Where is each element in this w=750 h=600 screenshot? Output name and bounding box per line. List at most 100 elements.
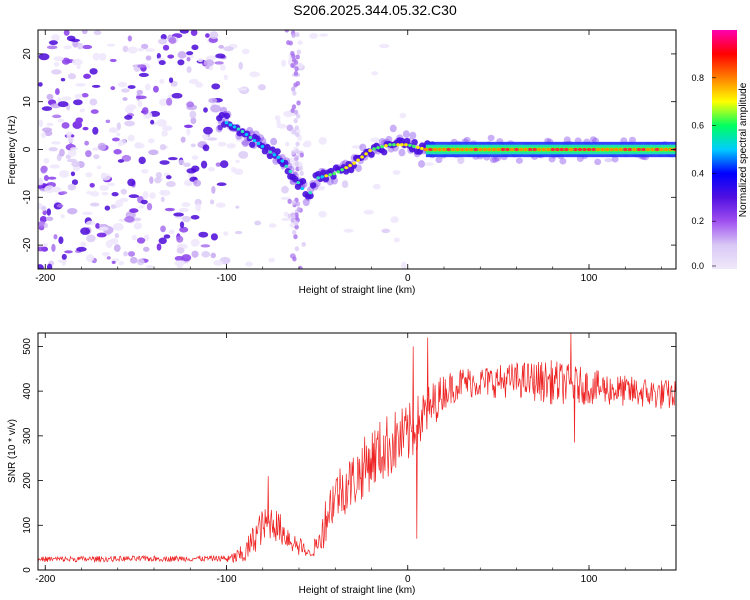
spectrogram-cell (76, 246, 87, 252)
spectrogram-cell (51, 243, 56, 252)
spectrogram-cell (127, 178, 136, 187)
spectrogram-cell (219, 160, 229, 168)
spectrogram-cell (113, 149, 122, 155)
spectrogram-cell (176, 262, 184, 269)
spectrogram-cell (108, 127, 119, 133)
ridge-halo-cell (629, 136, 636, 144)
ridge-halo-cell (463, 136, 471, 144)
spectrogram-cell (291, 200, 297, 206)
spectrogram-cell (127, 46, 138, 54)
spectrogram-cell (122, 97, 128, 101)
spectrogram-cell (319, 33, 329, 37)
spectrogram-cell (153, 85, 159, 93)
ridge-core-cell (274, 148, 281, 155)
spectrogram-cell (292, 256, 297, 262)
spectrogram-cell (290, 108, 295, 114)
ridge-peak-cell (441, 147, 447, 152)
spectrogram-cell (171, 92, 183, 99)
spectrogram-cell (148, 138, 155, 144)
spectrogram-cell (292, 229, 297, 235)
spectrogram-cell (140, 199, 148, 205)
spectrogram-cell (41, 205, 47, 212)
spectrogram-cell (99, 226, 109, 231)
ridge-peak-cell (455, 147, 460, 152)
spectrogram-cell (268, 257, 276, 263)
spectrogram-cell (137, 100, 143, 108)
spectrogram-cell (71, 179, 79, 186)
spectrogram-cell (284, 30, 290, 33)
spectrogram-cell (156, 52, 161, 60)
ridge-core-cell (307, 192, 314, 200)
spectrogram-cell (106, 43, 116, 47)
spectrogram-cell (110, 204, 117, 209)
ridge-bright-cell (288, 169, 293, 174)
spectrogram-cell (401, 261, 407, 269)
spectrogram-cell (215, 53, 226, 59)
spectrogram-cell (168, 37, 177, 44)
spectrogram-cell (294, 125, 300, 131)
spectrogram-cell (392, 170, 401, 175)
spectrogram-cell (235, 137, 247, 142)
spectrogram-cell (145, 55, 152, 61)
spectrogram-cell (121, 154, 132, 162)
spectrogram-cell (213, 259, 224, 266)
spectrogram-y-label: Frequency (Hz) (7, 116, 18, 185)
y-tick-label: -10 (22, 190, 33, 205)
spectrogram-cell (82, 126, 89, 131)
ridge-halo-cell (594, 158, 602, 166)
ridge-bright-cell (404, 143, 408, 147)
ridge-peak-cell (487, 147, 492, 152)
ridge-bright-cell (328, 173, 332, 177)
ridge-peak-cell (518, 147, 524, 152)
spectrogram-cell (142, 190, 149, 199)
ridge-peak-cell (582, 147, 587, 152)
spectrogram-cell (369, 137, 381, 143)
x-tick-label: -100 (216, 273, 236, 284)
spectrogram-cell (280, 196, 291, 200)
ridge-bright-cell (336, 170, 340, 174)
ridge-peak-cell (586, 147, 592, 152)
ridge-peak-cell (432, 147, 438, 152)
spectrogram-cell (294, 246, 300, 252)
spectrogram-cell (294, 161, 300, 167)
spectrogram-cell (161, 129, 168, 137)
spectrogram-cell (70, 38, 81, 43)
colorbar-ticks: 0.0 0.2 0.4 0.6 0.8 (691, 73, 716, 271)
spectrogram-cell (111, 192, 119, 197)
spectrogram-cell (190, 143, 196, 148)
ridge-peak-cell (491, 147, 497, 152)
y-tick-label: 300 (22, 427, 33, 444)
spectrogram-cell (49, 164, 60, 169)
spectrogram-cell (98, 53, 107, 61)
spectrogram-cell (81, 30, 88, 35)
spectrogram-cell (181, 254, 192, 262)
spectrogram-cell (208, 65, 214, 71)
spectrogram-cell (46, 45, 58, 50)
spectrogram-cell (127, 134, 135, 142)
spectrogram-cell (167, 54, 175, 59)
spectrogram-cell (134, 141, 141, 148)
spectrogram-cell (238, 61, 243, 70)
spectrogram-cell (46, 93, 54, 101)
ridge-peak-cell (659, 147, 664, 152)
spectrogram-cell (209, 199, 215, 205)
ridge-peak-cell (568, 147, 574, 152)
spectrogram-cell (163, 234, 171, 239)
spectrogram-cell (177, 59, 185, 66)
spectrogram-cell (186, 127, 191, 136)
spectrogram-cell (203, 126, 213, 135)
ridge-core-cell (416, 148, 423, 155)
spectrogram-cell (60, 214, 65, 219)
colorbar-tick-label: 0.4 (691, 168, 704, 178)
spectrogram-cell (117, 159, 125, 163)
ridge-bright-cell (388, 143, 392, 147)
spectrogram-cell (202, 144, 210, 152)
spectrogram-cell (299, 170, 304, 176)
spectrogram-cell (295, 141, 300, 147)
ridge-peak-cell (509, 147, 515, 152)
ridge-halo-cell (489, 156, 497, 164)
ridge-peak-cell (450, 147, 456, 152)
spectrogram-cell (136, 89, 143, 95)
spectrogram-cell (293, 59, 299, 65)
